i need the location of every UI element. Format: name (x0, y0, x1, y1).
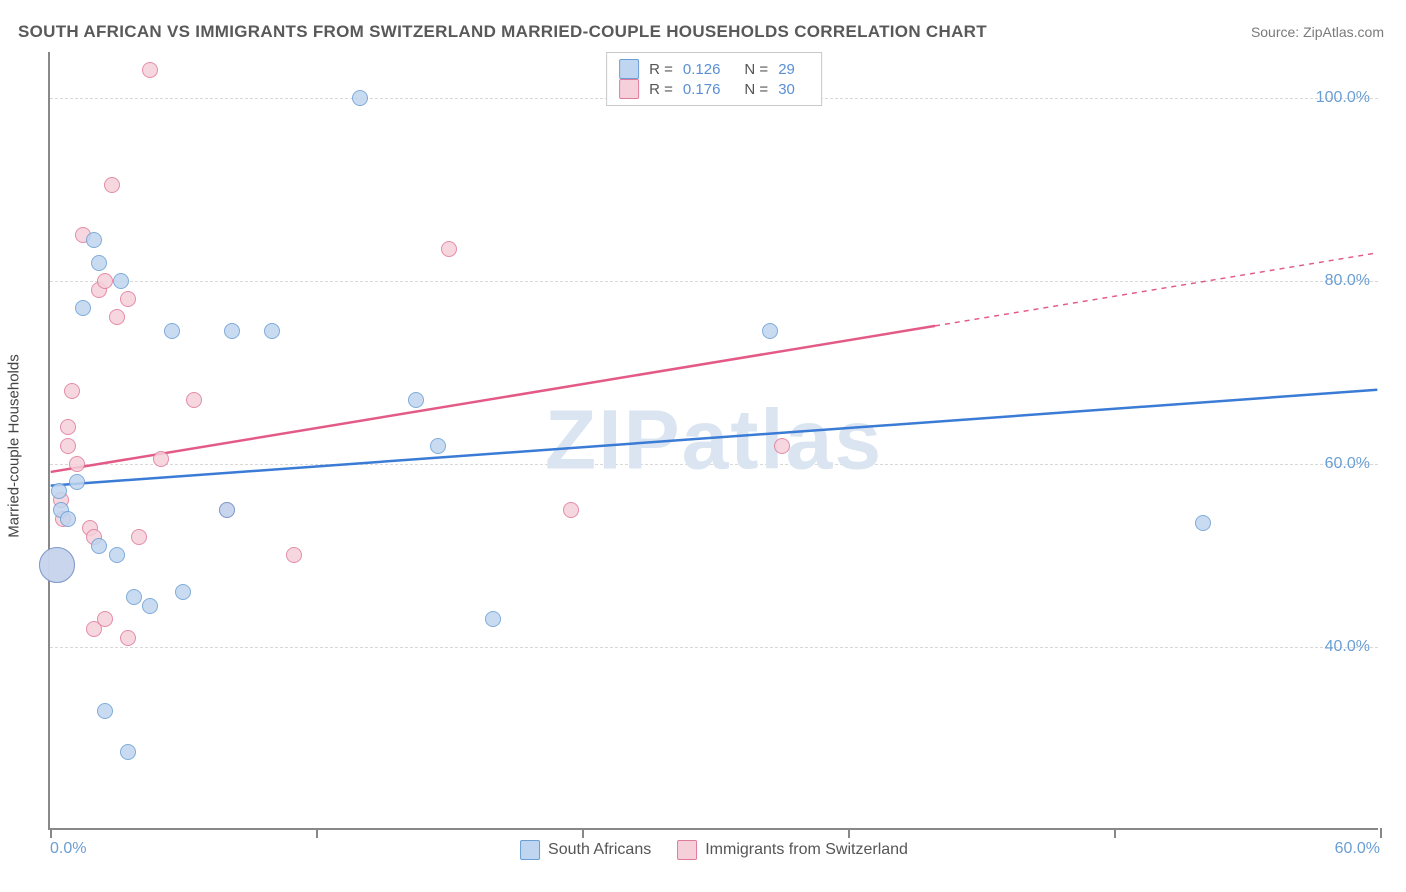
trend-lines (50, 52, 1378, 828)
legend-item-2: Immigrants from Switzerland (677, 840, 908, 860)
data-point (39, 547, 75, 583)
legend-swatch-icon (520, 840, 540, 860)
x-tick (316, 828, 318, 838)
data-point (60, 419, 76, 435)
data-point (69, 456, 85, 472)
data-point (164, 323, 180, 339)
data-point (441, 241, 457, 257)
data-point (186, 392, 202, 408)
data-point (97, 273, 113, 289)
data-point (1195, 515, 1211, 531)
data-point (142, 62, 158, 78)
data-point (485, 611, 501, 627)
legend-stats-row: R = 0.126 N = 29 (619, 59, 809, 79)
y-tick-label: 80.0% (1325, 272, 1370, 290)
legend-series-label: Immigrants from Switzerland (705, 841, 908, 859)
x-tick (1380, 828, 1382, 838)
data-point (97, 703, 113, 719)
data-point (264, 323, 280, 339)
legend-series-label: South Africans (548, 841, 651, 859)
legend-series: South Africans Immigrants from Switzerla… (520, 840, 908, 860)
legend-n-value: 30 (778, 81, 795, 98)
data-point (430, 438, 446, 454)
data-point (563, 502, 579, 518)
x-tick (848, 828, 850, 838)
data-point (91, 255, 107, 271)
legend-n-value: 29 (778, 61, 795, 78)
legend-swatch-2 (619, 79, 639, 99)
legend-swatch-icon (677, 840, 697, 860)
data-point (120, 744, 136, 760)
legend-r-value: 0.126 (683, 61, 721, 78)
legend-r-value: 0.176 (683, 81, 721, 98)
data-point (60, 511, 76, 527)
gridline-h (50, 281, 1378, 282)
data-point (774, 438, 790, 454)
data-point (109, 547, 125, 563)
x-tick-label: 0.0% (50, 840, 86, 858)
y-tick-label: 60.0% (1325, 455, 1370, 473)
data-point (762, 323, 778, 339)
watermark: ZIPatlas (545, 392, 883, 489)
y-tick-label: 40.0% (1325, 638, 1370, 656)
data-point (153, 451, 169, 467)
legend-stats: R = 0.126 N = 29 R = 0.176 N = 30 (606, 52, 822, 106)
gridline-h (50, 464, 1378, 465)
data-point (75, 300, 91, 316)
gridline-h (50, 647, 1378, 648)
data-point (51, 483, 67, 499)
data-point (113, 273, 129, 289)
data-point (286, 547, 302, 563)
x-tick (1114, 828, 1116, 838)
data-point (64, 383, 80, 399)
x-tick (50, 828, 52, 838)
legend-swatch-1 (619, 59, 639, 79)
data-point (352, 90, 368, 106)
data-point (120, 630, 136, 646)
data-point (97, 611, 113, 627)
data-point (175, 584, 191, 600)
data-point (224, 323, 240, 339)
data-point (86, 232, 102, 248)
data-point (126, 589, 142, 605)
y-tick-label: 100.0% (1316, 89, 1370, 107)
data-point (69, 474, 85, 490)
legend-n-label: N = (744, 61, 768, 78)
data-point (104, 177, 120, 193)
data-point (60, 438, 76, 454)
legend-item-1: South Africans (520, 840, 651, 860)
x-tick (582, 828, 584, 838)
data-point (91, 538, 107, 554)
legend-r-label: R = (649, 81, 673, 98)
data-point (408, 392, 424, 408)
legend-r-label: R = (649, 61, 673, 78)
plot-area: ZIPatlas R = 0.126 N = 29 R = 0.176 N = … (48, 52, 1378, 830)
y-axis-title: Married-couple Households (6, 354, 23, 537)
legend-stats-row: R = 0.176 N = 30 (619, 79, 809, 99)
data-point (120, 291, 136, 307)
x-tick-label: 60.0% (1335, 840, 1380, 858)
chart-container: SOUTH AFRICAN VS IMMIGRANTS FROM SWITZER… (0, 0, 1406, 892)
data-point (142, 598, 158, 614)
chart-title: SOUTH AFRICAN VS IMMIGRANTS FROM SWITZER… (18, 22, 987, 42)
source-label: Source: ZipAtlas.com (1251, 24, 1384, 40)
data-point (219, 502, 235, 518)
legend-n-label: N = (744, 81, 768, 98)
data-point (109, 309, 125, 325)
data-point (131, 529, 147, 545)
